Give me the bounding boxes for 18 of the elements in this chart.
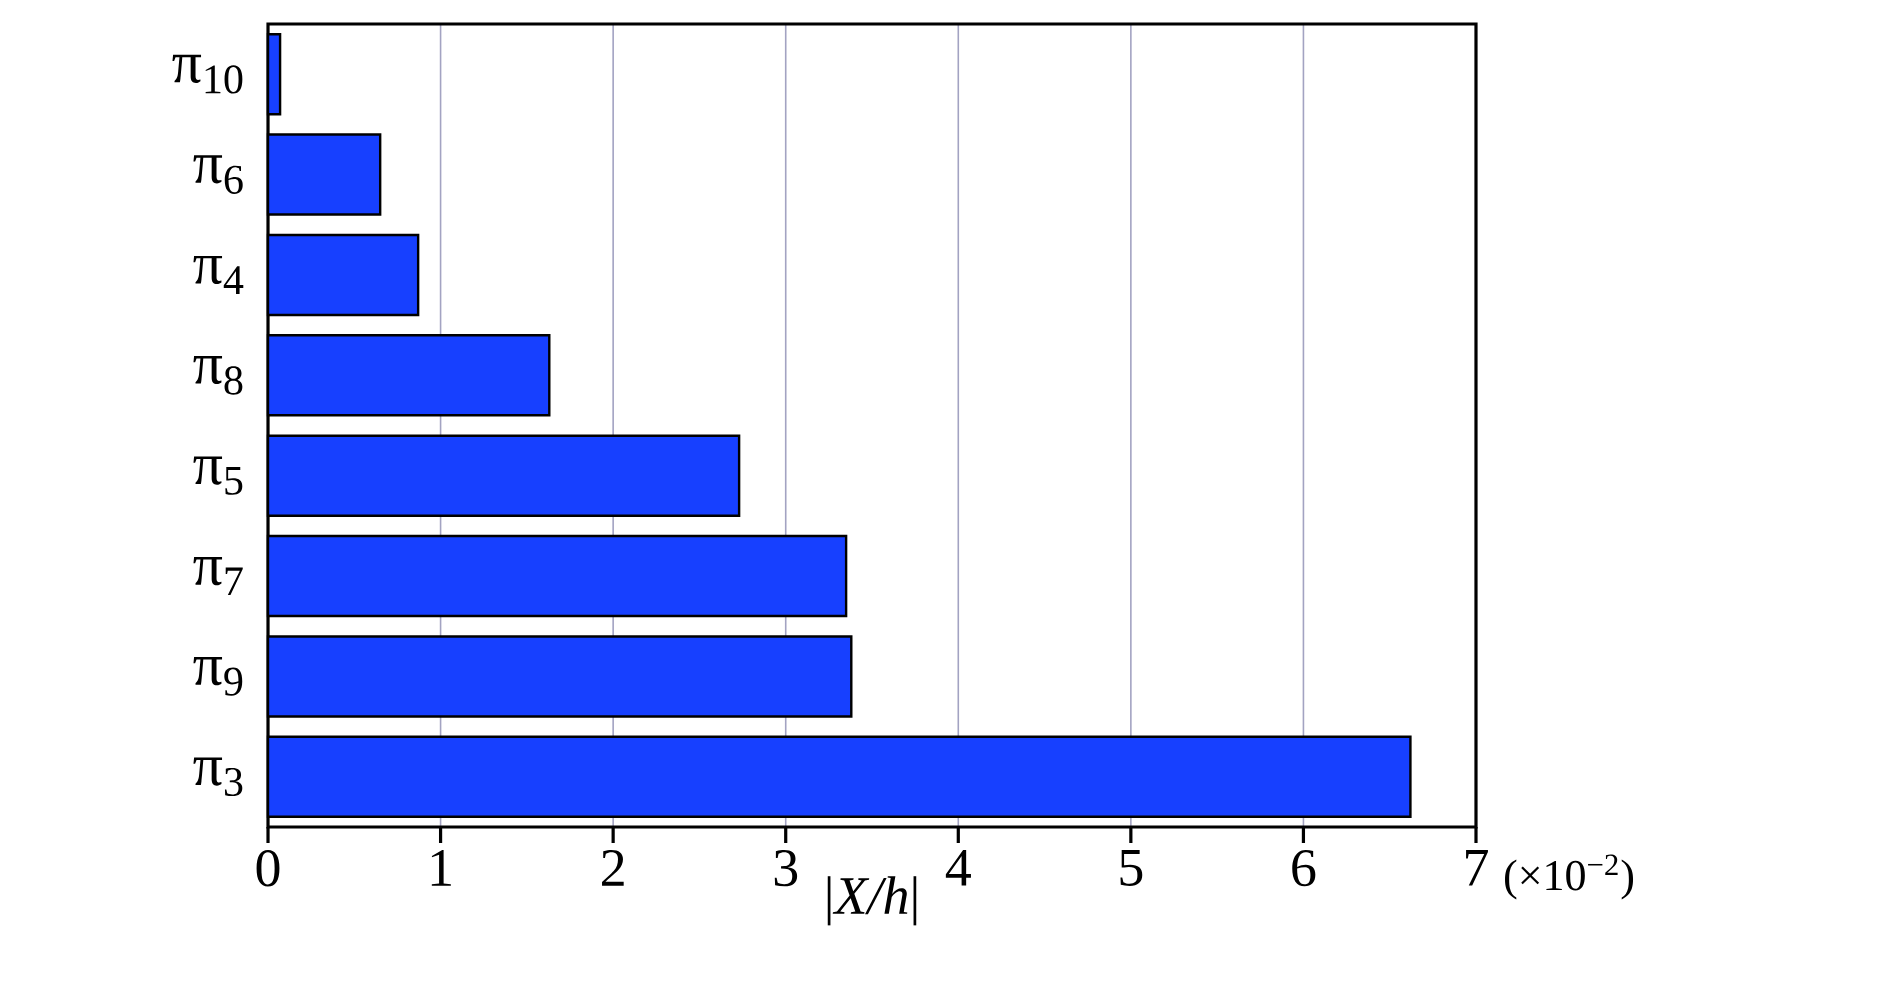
y-tick-label: π$_{5}$ (193, 456, 243, 495)
y-tick-label: π$_{7}$ (193, 557, 243, 596)
y-tick-label: π$_{9}$ (193, 657, 243, 696)
x-tick-label: 6 (1292, 850, 1316, 887)
x-tick-label: 1 (431, 850, 451, 886)
x-tick-label: 7 (1466, 850, 1488, 886)
x-axis-title: |X/h| (827, 876, 917, 926)
text: (×10$^{−2}$) (1505, 854, 1634, 900)
y-tick-label: π$_{10}$ (172, 54, 243, 94)
y-tick-label: π$_{6}$ (193, 155, 243, 194)
y-tick-label: π$_{4}$ (193, 255, 244, 294)
x-tick-label: 4 (945, 850, 971, 886)
y-tick-label: π$_{8}$ (193, 355, 243, 395)
x-tick-label: 5 (1120, 850, 1143, 886)
y-tick-label: π$_{3}$ (193, 757, 243, 797)
x-tick-label: 0 (256, 850, 280, 887)
x-tick-label: 3 (774, 850, 798, 887)
x-tick-label: 2 (602, 850, 624, 886)
